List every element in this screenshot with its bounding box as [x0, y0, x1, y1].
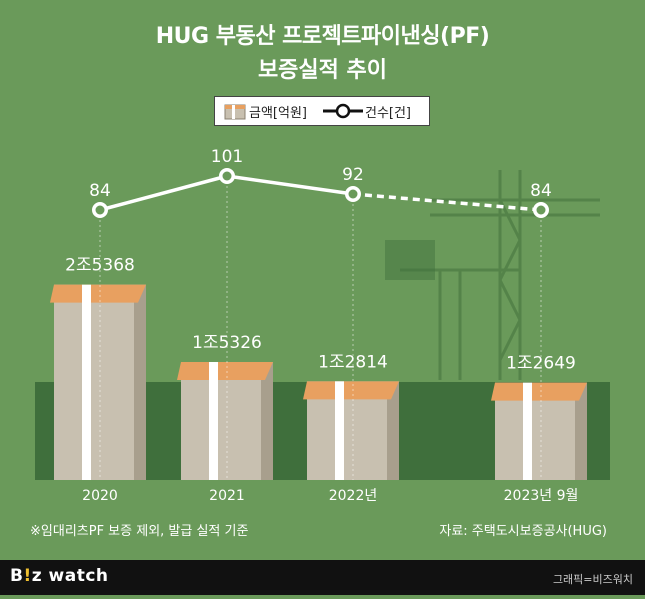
- count-point-hole: [95, 205, 105, 215]
- count-value-label: 84: [89, 181, 111, 201]
- money-bundle-icon: [224, 104, 246, 120]
- x-tick-label: 2022년: [329, 488, 378, 504]
- bar-shadow: [387, 381, 399, 480]
- bar-band: [209, 361, 218, 480]
- bar-band: [82, 284, 91, 480]
- bar-top-wrap: [177, 361, 273, 380]
- bar-2020: [50, 284, 146, 480]
- count-line-segment: [99, 174, 228, 212]
- bar-shadow: [575, 382, 587, 480]
- bar-top-wrap: [491, 382, 587, 401]
- legend: 금액[억원] 건수[건]: [214, 96, 430, 126]
- bar-2021: [177, 361, 273, 480]
- bar-body: [54, 284, 146, 480]
- chart-title: HUG 부동산 프로젝트파이낸싱(PF): [155, 24, 490, 49]
- footer-bar: [0, 560, 645, 595]
- bar-top-wrap: [303, 381, 399, 400]
- legend-count-label: 건수[건]: [364, 105, 412, 121]
- bar-value-label: 1조2814: [318, 352, 388, 372]
- legend-amount-label: 금액[억원]: [249, 105, 307, 121]
- x-tick-label: 2021: [209, 488, 245, 504]
- bar-shadow: [261, 361, 273, 480]
- chart-subtitle: 보증실적 추이: [257, 58, 388, 83]
- x-tick-label: 2020: [82, 488, 118, 504]
- bar-2023년 9월: [491, 382, 587, 480]
- construction-block-decoration: [385, 240, 435, 280]
- bar-value-label: 1조2649: [506, 354, 576, 374]
- brand-logo: B!z watch: [10, 566, 109, 586]
- count-value-label: 101: [211, 147, 243, 167]
- construction-crane-illustration: [400, 170, 600, 380]
- bar-2022년: [303, 381, 399, 480]
- count-value-label: 84: [530, 181, 552, 201]
- graphic-credit: 그래픽=비즈워치: [552, 573, 633, 586]
- bar-value-label: 1조5326: [192, 333, 262, 353]
- count-point-hole: [348, 189, 358, 199]
- bar-shadow: [134, 284, 146, 480]
- source-note: 자료: 주택도시보증공사(HUG): [439, 524, 607, 539]
- bar-top-wrap: [50, 284, 146, 303]
- bar-value-label: 2조5368: [65, 256, 135, 276]
- count-point-hole: [222, 171, 232, 181]
- legend-item-count: 건수[건]: [321, 101, 411, 121]
- line-marker-icon: [322, 103, 363, 119]
- x-tick-label: 2023년 9월: [504, 488, 579, 504]
- count-point-hole: [536, 205, 546, 215]
- footnote: ※임대리츠PF 보증 제외, 발급 실적 기준: [30, 524, 249, 539]
- legend-item-amount: 금액[억원]: [223, 101, 307, 121]
- count-value-label: 92: [342, 165, 364, 185]
- count-line-segment: [226, 174, 354, 196]
- bar-band: [523, 382, 532, 480]
- bar-band: [335, 381, 344, 480]
- count-line-segment: [352, 192, 542, 212]
